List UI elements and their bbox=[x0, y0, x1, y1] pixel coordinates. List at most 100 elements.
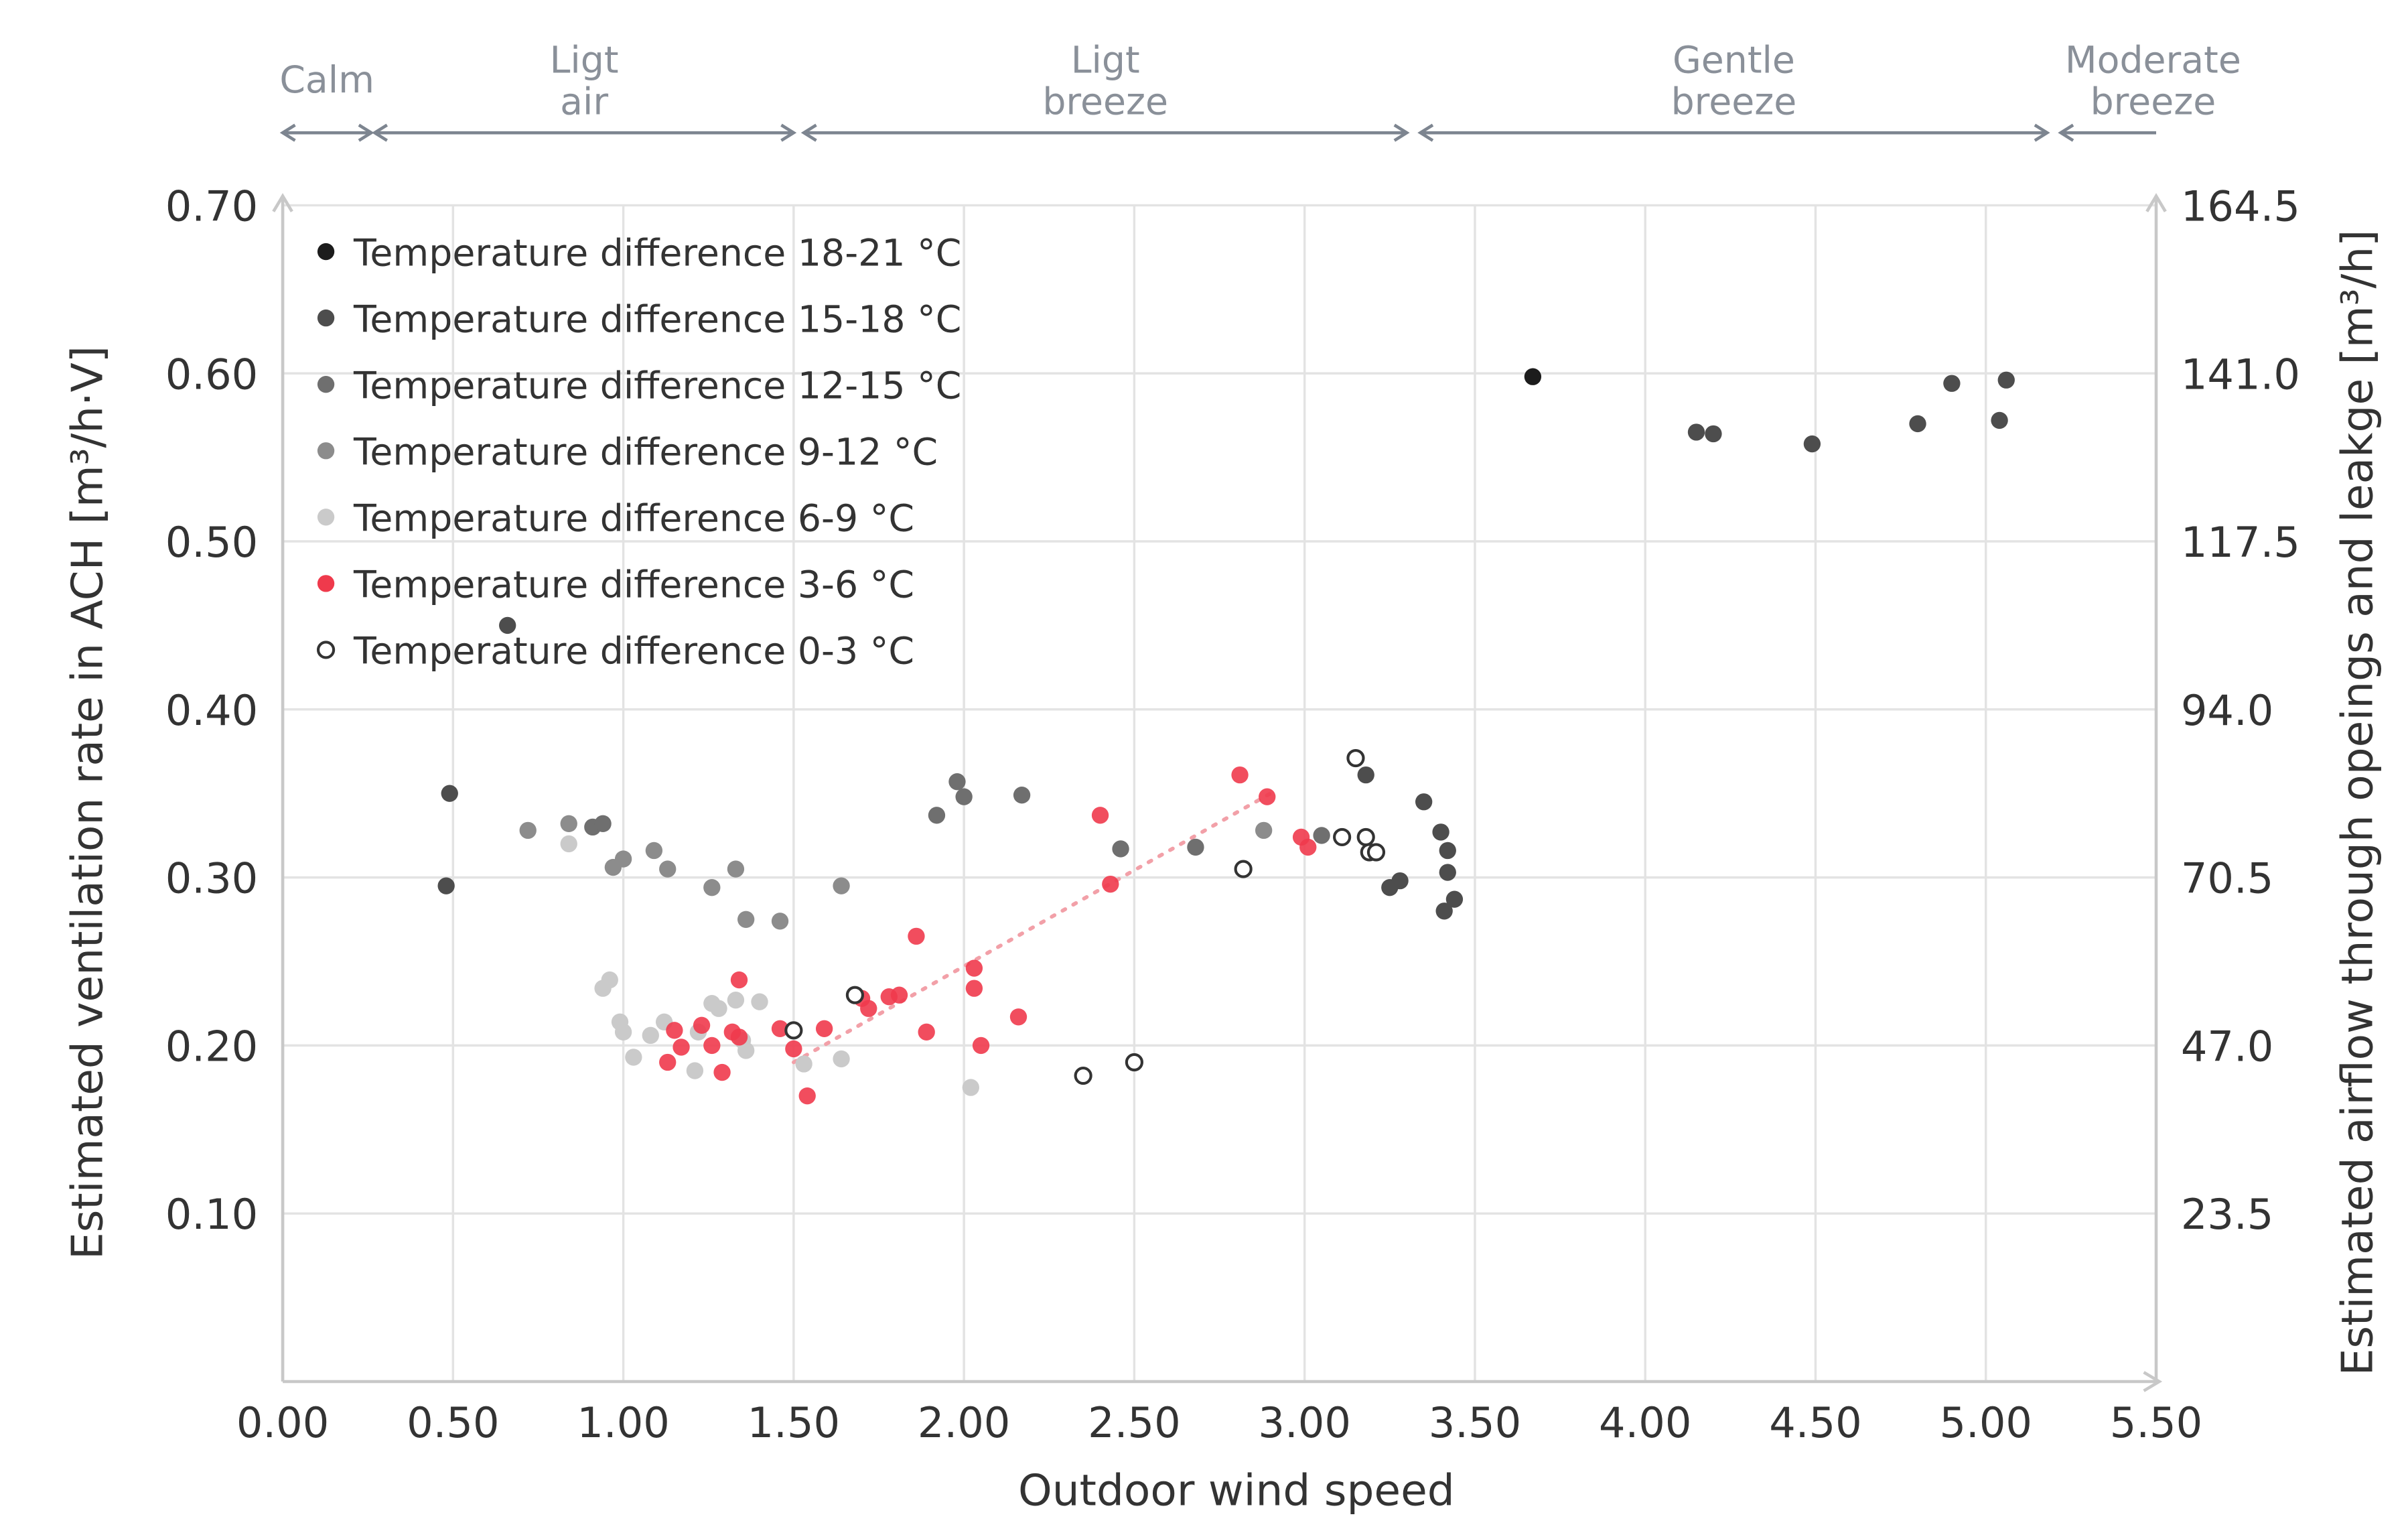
data-point bbox=[771, 913, 789, 930]
y-tick-label: 0.20 bbox=[165, 1022, 258, 1071]
data-point bbox=[1803, 435, 1821, 453]
data-point bbox=[918, 1023, 935, 1041]
data-point bbox=[795, 1055, 812, 1073]
data-point bbox=[1432, 823, 1449, 841]
y-tick-label: 0.50 bbox=[165, 518, 258, 567]
data-point bbox=[703, 878, 721, 896]
data-point bbox=[659, 860, 677, 878]
data-point bbox=[659, 1053, 677, 1071]
series-3 bbox=[519, 815, 1273, 930]
legend-label: Temperature difference 18-21 °C bbox=[353, 232, 961, 275]
arrow-right-icon bbox=[1393, 123, 1410, 142]
data-point bbox=[1439, 842, 1456, 860]
data-point bbox=[693, 1016, 711, 1034]
data-point bbox=[833, 1050, 850, 1068]
wind-class-label: Gentle bbox=[1673, 39, 1795, 82]
data-point bbox=[1997, 371, 2015, 389]
wind-class-label: air bbox=[560, 80, 608, 123]
axes: 0.00 0.50 1.00 1.50 2.00 2.50 3.00 3.50 4.00 4.50… bbox=[165, 182, 2300, 1447]
data-point bbox=[751, 993, 768, 1010]
data-point bbox=[928, 807, 946, 824]
wind-class-label: breeze bbox=[1671, 80, 1797, 123]
wind-class-label: Moderate bbox=[2065, 39, 2241, 82]
wind-class-label: breeze bbox=[1042, 80, 1168, 123]
data-point bbox=[686, 1062, 704, 1079]
data-point bbox=[1705, 425, 1722, 443]
data-point bbox=[441, 785, 458, 802]
data-point bbox=[560, 835, 577, 853]
data-point bbox=[1391, 872, 1409, 890]
y2-tick-label: 141.0 bbox=[2181, 350, 2300, 399]
data-point bbox=[737, 911, 755, 928]
data-point bbox=[815, 1020, 833, 1037]
trendline bbox=[791, 791, 1273, 1065]
data-point bbox=[1445, 890, 1464, 908]
data-point bbox=[672, 1039, 690, 1056]
y2-tick-label: 23.5 bbox=[2181, 1190, 2273, 1239]
data-point bbox=[1356, 827, 1375, 847]
x-tick-label: 2.50 bbox=[1088, 1398, 1180, 1447]
legend-marker bbox=[317, 575, 335, 592]
legend-marker bbox=[316, 641, 336, 659]
data-point bbox=[1909, 415, 1926, 433]
y2-tick-label: 94.0 bbox=[2181, 686, 2273, 735]
arrow-left-icon bbox=[279, 123, 296, 142]
data-point bbox=[560, 815, 577, 833]
data-point bbox=[1435, 902, 1453, 920]
series-2 bbox=[584, 773, 1330, 858]
data-point bbox=[1313, 827, 1330, 844]
data-point bbox=[666, 1022, 683, 1039]
data-point bbox=[1187, 838, 1204, 856]
legend-marker bbox=[317, 509, 335, 526]
data-point bbox=[645, 842, 663, 860]
y2-tick-label: 47.0 bbox=[2181, 1022, 2273, 1071]
series-5 bbox=[659, 766, 1317, 1105]
data-point bbox=[614, 1023, 632, 1041]
wind-class-label: breeze bbox=[2091, 80, 2216, 123]
data-point bbox=[1357, 766, 1374, 784]
data-point bbox=[1524, 368, 1542, 385]
y2-tick-label: 70.5 bbox=[2181, 854, 2273, 903]
data-point bbox=[1013, 787, 1031, 804]
x-tick-label: 4.00 bbox=[1599, 1398, 1691, 1447]
wind-class-label: Calm bbox=[279, 59, 374, 102]
data-point bbox=[845, 986, 864, 1004]
x-axis-title: Outdoor wind speed bbox=[1018, 1465, 1455, 1516]
data-point bbox=[1333, 827, 1352, 847]
x-tick-label: 3.00 bbox=[1258, 1398, 1350, 1447]
data-point bbox=[1074, 1066, 1092, 1085]
x-tick-label: 2.00 bbox=[918, 1398, 1010, 1447]
x-tick-label: 0.00 bbox=[236, 1398, 329, 1447]
data-point bbox=[965, 959, 983, 977]
data-point bbox=[730, 1028, 748, 1046]
y2-axis-title: Estimated airflow through opeings and le… bbox=[2333, 230, 2383, 1376]
y2-tick-label: 164.5 bbox=[2181, 182, 2300, 230]
arrow-left-icon bbox=[2058, 123, 2074, 142]
legend-label: Temperature difference 12-15 °C bbox=[353, 364, 961, 407]
data-point bbox=[1259, 788, 1276, 805]
series-6 bbox=[784, 748, 1386, 1085]
data-point bbox=[1091, 807, 1109, 824]
trendline-group bbox=[791, 791, 1273, 1065]
x-tick-label: 1.00 bbox=[577, 1398, 669, 1447]
data-point bbox=[1112, 840, 1129, 858]
arrow-right-icon bbox=[780, 123, 797, 142]
data-point bbox=[614, 850, 632, 868]
y-tick-label: 0.70 bbox=[165, 182, 258, 230]
data-point bbox=[730, 971, 748, 989]
y-axis-arrow-icon bbox=[272, 193, 293, 212]
x-tick-label: 0.50 bbox=[407, 1398, 499, 1447]
data-point bbox=[713, 1063, 731, 1081]
legend-label: Temperature difference 15-18 °C bbox=[353, 298, 961, 341]
data-point bbox=[890, 986, 908, 1004]
data-point bbox=[965, 980, 983, 997]
data-point bbox=[962, 1079, 979, 1096]
arrow-right-icon bbox=[2034, 123, 2050, 142]
arrow-left-icon bbox=[800, 123, 817, 142]
x-tick-label: 5.00 bbox=[1940, 1398, 2032, 1447]
y-tick-label: 0.60 bbox=[165, 350, 258, 399]
data-point bbox=[710, 1000, 727, 1017]
legend-marker bbox=[317, 376, 335, 393]
data-point bbox=[1299, 838, 1317, 856]
